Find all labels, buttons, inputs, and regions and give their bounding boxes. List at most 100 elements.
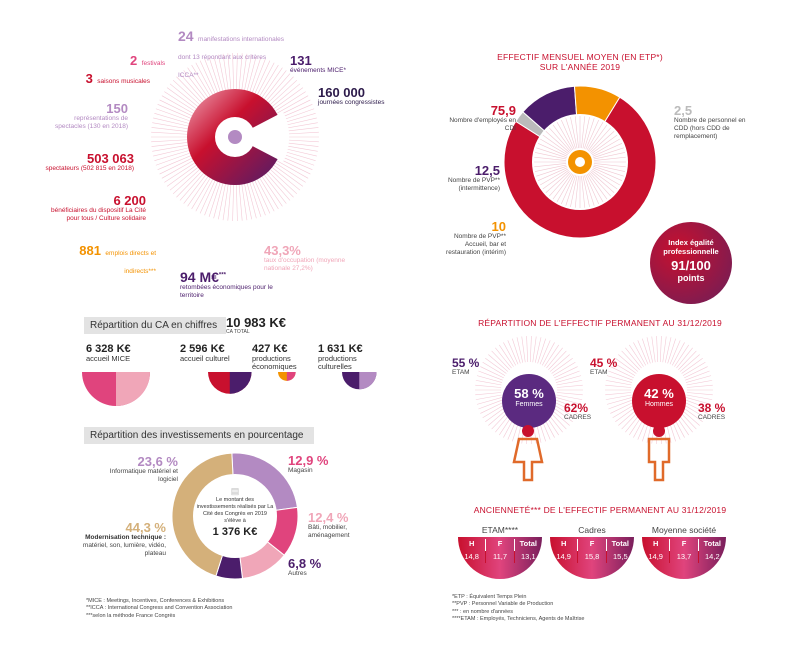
c-graphic-ray [238, 184, 243, 221]
effectif-ray [584, 175, 595, 206]
c-graphic-ray [169, 83, 199, 107]
c-graphic-ray [155, 108, 190, 122]
c-graphic-ray [187, 176, 209, 207]
effectif-ray [589, 172, 612, 197]
c-graphic-ray [232, 184, 234, 221]
effectif-ray [552, 124, 573, 151]
c-graphic-ray [157, 104, 191, 119]
c-graphic-ray [222, 53, 229, 90]
femmes-ray [556, 392, 583, 396]
femmes-ray [532, 336, 537, 363]
effectif-cdd: 2,5 Nombre de personnel en CDD (hors CDD… [674, 103, 746, 140]
ca-item-prod-cult: 1 631 K€ productions culturelles [318, 343, 363, 372]
femmes-ray [482, 362, 506, 376]
invest-autres: 6,8 % Autres [288, 556, 322, 577]
c-graphic-ray [264, 70, 287, 100]
hommes-ray [629, 344, 644, 367]
effectif-ray [540, 168, 569, 186]
hommes-ray [676, 347, 693, 369]
effectif-ray [591, 169, 618, 190]
stat-manifestations: 24 manifestations internationales dont 1… [178, 28, 285, 79]
c-graphic-ray [227, 53, 232, 90]
c-graphic-ray [270, 169, 298, 195]
stat-beneficiaires: 6 200 bénéficiaires du dispositif La Cit… [50, 193, 146, 222]
femmes-ray [556, 380, 583, 386]
hommes-ray [625, 347, 642, 369]
hommes-etam: 45 % ETAM [590, 356, 618, 376]
femmes-ray [476, 375, 503, 383]
hommes-ray [686, 380, 713, 386]
hommes-ray [637, 340, 649, 365]
c-graphic-ray [275, 91, 306, 112]
femmes-ray [556, 384, 583, 388]
c-graphic-ray [254, 60, 271, 94]
hommes-ray [686, 384, 713, 388]
effectif-ray [565, 175, 576, 206]
c-graphic-ray [261, 67, 283, 98]
femmes-ray [488, 354, 509, 372]
c-graphic-ray [176, 76, 202, 103]
hommes-ray [669, 340, 681, 365]
hommes-ray [686, 392, 713, 396]
stat-saisons: 3 saisons musicales [85, 71, 150, 86]
ca-semicircle-facet-0 [116, 372, 150, 406]
effectif-title: EFFECTIF MENSUEL MOYEN (EN ETP*) SUR L'A… [497, 52, 663, 72]
c-graphic-ray [275, 162, 306, 183]
effectif-ray [593, 166, 624, 177]
femmes-ray [554, 401, 578, 414]
effectif-ray [534, 152, 567, 160]
femmes-circle: 58 % Femmes [502, 374, 556, 428]
stat-representations: 150 représentations de spectacles (130 e… [55, 101, 128, 130]
femmes-ray [546, 347, 563, 369]
femmes-ray [551, 406, 573, 422]
c-graphic-ray [166, 87, 197, 110]
c-graphic-ray [199, 60, 216, 94]
effectif-ray [589, 127, 612, 152]
hommes-ray [608, 370, 633, 381]
hommes-ray [651, 336, 656, 363]
effectif-ray [581, 116, 586, 149]
c-graphic-ray [176, 171, 202, 198]
hommes-ray [685, 399, 710, 410]
c-graphic-ray [179, 173, 204, 201]
effectif-ray [582, 175, 590, 208]
hommes-ray [642, 338, 651, 364]
effectif-ray [561, 174, 575, 205]
c-graphic-ray [244, 183, 252, 220]
hommes-ray [606, 375, 633, 383]
femmes-ray [475, 394, 502, 400]
c-graphic-ray [151, 127, 188, 132]
hommes-ray [672, 342, 685, 366]
hommes-ray [606, 397, 633, 405]
femmes-ray [555, 375, 582, 383]
femmes-ray [526, 336, 529, 363]
hommes-ray [662, 336, 667, 363]
c-graphic-ray [166, 164, 197, 187]
effectif-ray [534, 163, 567, 168]
femmes-ray [544, 344, 559, 367]
right-footnotes: *ETP : Équivalent Temps Plein **PVP : Pe… [452, 594, 585, 623]
c-logo-icon [228, 130, 242, 144]
effectif-ray [534, 156, 567, 161]
invest-modernisation: 44,3 % Modernisation technique : matérie… [82, 520, 166, 557]
ca-item-mice: 6 328 K€ accueil MICE [86, 343, 131, 363]
c-graphic-ray [164, 162, 195, 183]
c-graphic-ray [244, 54, 252, 91]
c-graphic-ray [153, 117, 189, 127]
repartition-title: RÉPARTITION DE L'EFFECTIF PERMANENT AU 3… [478, 318, 722, 328]
femmes-ray [556, 394, 583, 400]
c-graphic-ray [236, 184, 238, 221]
anciennete-cadres: Cadres [578, 525, 606, 535]
c-graphic-ray [159, 99, 193, 117]
femmes-ray [516, 337, 524, 363]
effectif-ray [574, 116, 579, 149]
invest-donut [171, 452, 299, 580]
femmes-ray [554, 366, 578, 379]
femmes-ray [485, 358, 507, 374]
effectif-ray [536, 147, 567, 158]
stat-mice: 131 événements MICE* [290, 53, 346, 74]
hommes-ray [684, 366, 708, 379]
c-graphic-ray [208, 57, 221, 92]
c-graphic-ray [218, 54, 226, 91]
c-graphic-ray [252, 58, 266, 93]
